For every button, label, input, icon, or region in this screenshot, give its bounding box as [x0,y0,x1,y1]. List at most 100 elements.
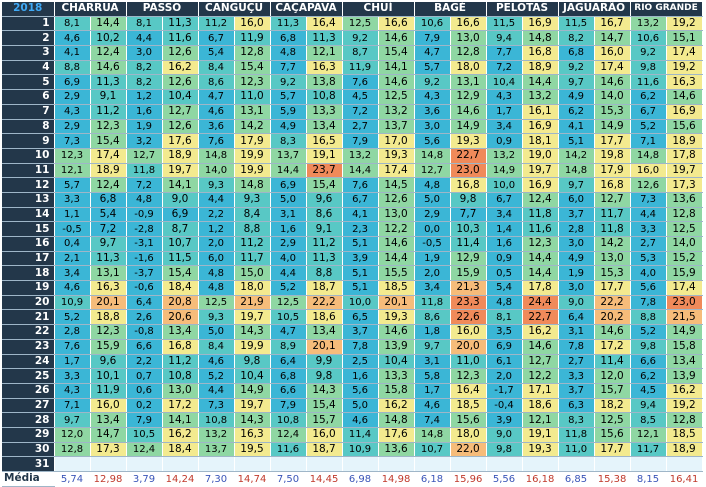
min-temp-cell: 3,4 [414,280,451,296]
min-temp-cell [54,456,91,472]
min-temp-cell: 8,4 [198,60,235,76]
max-temp-cell: 13,3 [306,104,343,120]
min-temp-cell: 7,1 [54,398,91,414]
min-temp-cell: 4,8 [198,265,235,282]
table-row: 21 5,2 18,8 2,6 20,6 9,3 19,7 10,5 18,6 6,5 19,3 8,… [2,309,703,326]
city-header: CANGUÇU [198,2,271,17]
min-temp-cell: 0,0 [414,221,451,237]
max-temp-cell: 24,4 [522,295,559,311]
max-temp-cell: 15,9 [450,265,487,282]
day-number: 4 [2,60,55,76]
max-temp-cell: 9,6 [90,354,127,370]
max-temp-cell: 12,8 [666,412,703,428]
min-temp-cell: 10,8 [198,412,235,428]
table-row: 11 12,1 18,9 11,8 19,7 14,0 19,9 14,4 23,7 14,4 17… [2,163,703,179]
min-temp-cell: -0,4 [486,398,523,414]
min-temp-cell: 8,6 [198,74,235,91]
min-temp-cell: 10,9 [54,295,91,311]
max-temp-cell: 18,6 [522,398,559,414]
table-row: 25 3,3 10,1 0,7 10,8 5,2 10,4 6,8 9,8 1,6 13,3 5,8 1… [2,368,703,384]
min-temp-cell: 6,1 [486,354,523,370]
min-temp-cell: 4,1 [54,45,91,61]
day-number: 16 [2,236,55,252]
min-temp-cell: 14,8 [198,148,235,164]
max-temp-cell: 14,6 [378,30,415,47]
min-temp-cell: 6,2 [630,89,667,105]
max-temp-cell: 15,4 [162,265,199,282]
average-min-cell: 5,74 [54,471,91,487]
min-temp-cell: -0,8 [126,324,163,340]
min-temp-cell: 7,6 [342,74,379,91]
max-temp-cell [594,456,631,472]
min-temp-cell: 10,5 [126,427,163,443]
min-temp-cell: 6,6 [270,383,307,399]
table-row: 29 12,0 14,7 10,5 16,2 13,2 16,3 12,4 16,0 11,4 17… [2,427,703,443]
max-temp-cell: 22,7 [450,148,487,164]
min-temp-cell: 2,9 [414,207,451,223]
min-temp-cell: 11,0 [558,442,595,458]
max-temp-cell: 16,9 [522,177,559,193]
max-temp-cell: 12,6 [162,74,199,91]
table-row: 13 3,3 6,8 4,8 9,0 4,4 9,3 5,0 9,6 6,7 12,6 5,0 9,8 6… [2,192,703,208]
min-temp-cell: 13,7 [198,442,235,458]
table-row: 19 4,6 16,3 -0,6 18,4 4,8 18,0 5,2 18,7 5,1 18,5 3,… [2,280,703,296]
average-max-cell: 15,38 [594,471,631,487]
max-temp-cell: 16,0 [234,16,271,32]
min-temp-cell: 7,6 [198,133,235,149]
table-row: 24 1,7 9,6 2,2 11,2 4,6 9,8 6,4 9,9 2,5 10,4 3,1 11,… [2,354,703,370]
max-temp-cell: 21,3 [450,280,487,296]
min-temp-cell: 5,0 [414,192,451,208]
day-number: 15 [2,221,55,237]
max-temp-cell: 9,6 [306,192,343,208]
city-header: CAÇAPAVA [270,2,343,17]
max-temp-cell: 10,2 [90,30,127,47]
max-temp-cell: 16,2 [522,324,559,340]
max-temp-cell: 15,6 [594,427,631,443]
min-temp-cell: 4,1 [342,207,379,223]
max-temp-cell: 13,1 [234,104,271,120]
min-temp-cell: 8,1 [54,16,91,32]
max-temp-cell: 16,4 [450,383,487,399]
min-temp-cell: 6,8 [270,368,307,384]
min-temp-cell: 4,8 [198,280,235,296]
max-temp-cell: 13,0 [450,30,487,47]
max-temp-cell: 16,1 [522,104,559,120]
min-temp-cell: 3,3 [630,221,667,237]
min-temp-cell: 5,1 [342,236,379,252]
max-temp-cell: 12,3 [90,324,127,340]
min-temp-cell: 5,2 [630,324,667,340]
min-temp-cell: 8,8 [54,60,91,76]
max-temp-cell: 22,2 [306,295,343,311]
min-temp-cell: 10,6 [414,16,451,32]
min-temp-cell [558,456,595,472]
min-temp-cell: 4,8 [126,192,163,208]
max-temp-cell: 11,6 [162,30,199,47]
day-number: 12 [2,177,55,193]
max-temp-cell: 12,5 [378,89,415,105]
max-temp-cell: 8,8 [234,221,271,237]
min-temp-cell: 2,9 [270,236,307,252]
min-temp-cell: 4,6 [54,30,91,47]
min-temp-cell: 5,2 [630,119,667,135]
day-number: 13 [2,192,55,208]
min-temp-cell: -0,5 [54,221,91,237]
max-temp-cell: 14,1 [162,177,199,193]
min-temp-cell: 7,9 [270,398,307,414]
max-temp-cell: 13,0 [162,383,199,399]
min-temp-cell: 1,7 [54,354,91,370]
table-row: 7 4,3 11,2 1,6 12,7 4,6 13,1 5,9 13,3 7,2 13,2 3,6 1… [2,104,703,120]
max-temp-cell: 19,9 [234,148,271,164]
max-temp-cell: 14,8 [378,412,415,428]
max-temp-cell: 18,7 [306,280,343,296]
max-temp-cell: 12,0 [594,368,631,384]
min-temp-cell [198,456,235,472]
max-temp-cell: 15,4 [234,60,271,76]
max-temp-cell: 8,8 [306,265,343,282]
day-number: 26 [2,383,55,399]
max-temp-cell: 5,4 [90,207,127,223]
max-temp-cell [450,456,487,472]
max-temp-cell: 22,0 [450,442,487,458]
max-temp-cell: 11,6 [522,221,559,237]
min-temp-cell: 4,0 [630,265,667,282]
max-temp-cell: 12,6 [378,192,415,208]
